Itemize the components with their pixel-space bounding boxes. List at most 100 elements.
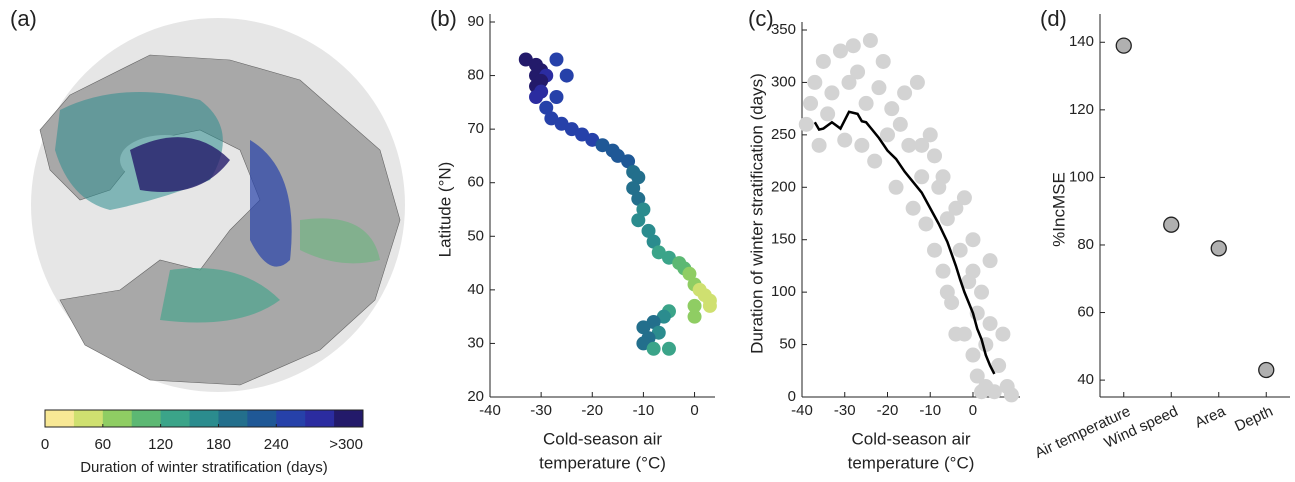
scatter-point: [811, 137, 827, 153]
scatter-point: [646, 234, 661, 249]
scatter-point: [832, 43, 848, 59]
scatter-point: [914, 169, 930, 185]
x-axis-label: Cold-season air: [851, 429, 970, 448]
scatter-point: [935, 263, 951, 279]
scatter-point: [965, 347, 981, 363]
scatter-point: [918, 216, 934, 232]
colorbar-tick-label: 0: [41, 436, 49, 453]
y-tick-label: 60: [467, 174, 484, 191]
scatter-point: [798, 116, 814, 132]
x-tick-label: 0: [690, 402, 698, 419]
scatter-point: [956, 190, 972, 206]
colorbar-segment: [218, 410, 248, 427]
y-axis-label: Duration of winter stratification (days): [747, 73, 766, 354]
scatter-point: [559, 68, 574, 83]
map-dots: [300, 218, 380, 264]
dot: [1258, 361, 1275, 379]
scatter-point: [820, 106, 836, 122]
scatter-point: [939, 284, 955, 300]
colorbar-frame: [44, 409, 364, 428]
scatter-point: [995, 326, 1011, 342]
scatter-point: [631, 191, 646, 206]
scatter-point: [626, 181, 641, 196]
dot: [1210, 240, 1227, 257]
scatter-point: [914, 137, 930, 153]
y-tick-label: 120: [1069, 101, 1094, 118]
colorbar-tick-label: >300: [329, 436, 363, 453]
scatter-point: [631, 170, 646, 185]
x-tick-label: -10: [919, 402, 941, 419]
scatter-point: [922, 127, 938, 143]
scatter-point: [661, 341, 676, 356]
scatter-point: [952, 242, 968, 258]
y-tick-label: 90: [467, 13, 484, 30]
map-dots: [160, 268, 280, 323]
scatter-point: [897, 85, 913, 101]
x-tick-label: -10: [633, 402, 655, 419]
scatter-point: [935, 169, 951, 185]
dot: [1163, 216, 1180, 233]
scatter-point: [539, 100, 554, 115]
scatter-point: [549, 52, 564, 67]
scatter-point: [631, 213, 646, 228]
scatter-point: [982, 253, 998, 269]
scatter-point: [636, 202, 651, 217]
panel-label: (b): [430, 6, 457, 31]
y-tick-label: 100: [771, 283, 796, 300]
scatter-point: [850, 64, 866, 80]
y-tick-label: 60: [1077, 304, 1094, 321]
y-tick-label: 80: [1077, 236, 1094, 253]
scatter-point: [991, 358, 1007, 374]
x-tick-label: Depth: [1232, 403, 1275, 435]
scatter-point: [687, 298, 702, 313]
line: [813, 110, 996, 375]
scatter-point: [948, 200, 964, 216]
scatter-point: [965, 232, 981, 248]
colorbar-segment: [102, 410, 133, 427]
colorbar-tick-label: 180: [206, 436, 231, 453]
scatter-point: [927, 242, 943, 258]
x-tick-label: -30: [834, 402, 856, 419]
scatter-point: [986, 384, 1002, 400]
scatter-point: [837, 132, 853, 148]
scatter-point: [879, 127, 895, 143]
y-tick-label: 50: [779, 336, 796, 353]
y-tick-label: 300: [771, 73, 796, 90]
panel-label: (c): [748, 6, 774, 31]
y-tick-label: 200: [771, 178, 796, 195]
y-axis-label: %IncMSE: [1049, 172, 1068, 247]
x-tick-label: -30: [530, 402, 552, 419]
scatter-point: [807, 74, 823, 90]
scatter-point: [854, 137, 870, 153]
scatter-point: [909, 74, 925, 90]
scatter-point: [867, 153, 883, 169]
colorbar-segment: [247, 410, 277, 427]
colorbar-segment: [160, 410, 191, 427]
scatter-point: [948, 326, 964, 342]
scatter-point: [803, 95, 819, 111]
x-tick-label: Area: [1192, 403, 1228, 432]
colorbar-segment: [45, 410, 75, 427]
colorbar-segment: [73, 410, 104, 427]
scatter-point: [875, 53, 891, 69]
scatter-point: [687, 309, 702, 324]
scatter-point: [636, 320, 651, 335]
scatter-point: [969, 368, 985, 384]
x-tick-label: -40: [479, 402, 501, 419]
scatter-point: [974, 284, 990, 300]
scatter-point: [621, 154, 636, 169]
colorbar-segment: [305, 410, 335, 427]
scatter-point: [888, 179, 904, 195]
scatter-point: [641, 223, 656, 238]
colorbar-tick-label: 240: [264, 436, 289, 453]
y-tick-label: 30: [467, 334, 484, 351]
scatter-point: [884, 101, 900, 117]
y-axis-label: Latitude (°N): [435, 162, 454, 258]
panel-label: (a): [10, 6, 37, 31]
scatter-point: [1003, 387, 1019, 403]
scatter-point: [841, 74, 857, 90]
y-tick-label: 40: [467, 281, 484, 298]
y-tick-label: 250: [771, 126, 796, 143]
x-tick-label: -20: [581, 402, 603, 419]
